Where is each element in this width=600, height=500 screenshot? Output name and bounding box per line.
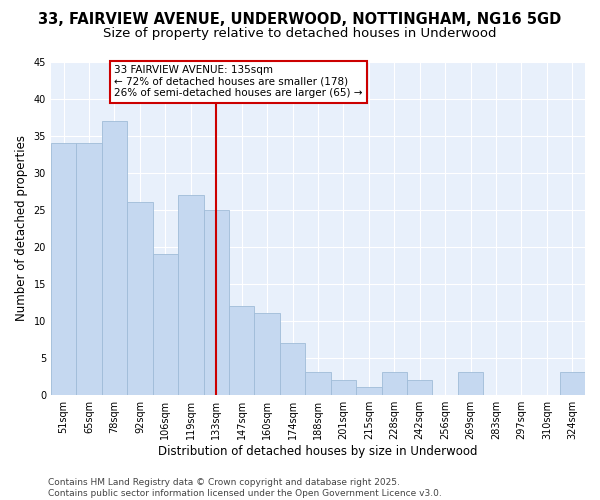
X-axis label: Distribution of detached houses by size in Underwood: Distribution of detached houses by size …: [158, 444, 478, 458]
Bar: [254, 314, 280, 394]
Bar: [102, 120, 127, 394]
Bar: [560, 372, 585, 394]
Bar: [458, 372, 483, 394]
Bar: [382, 372, 407, 394]
Bar: [407, 380, 433, 394]
Bar: [127, 202, 152, 394]
Text: 33, FAIRVIEW AVENUE, UNDERWOOD, NOTTINGHAM, NG16 5GD: 33, FAIRVIEW AVENUE, UNDERWOOD, NOTTINGH…: [38, 12, 562, 28]
Bar: [51, 143, 76, 395]
Bar: [76, 143, 102, 395]
Bar: [331, 380, 356, 394]
Text: 33 FAIRVIEW AVENUE: 135sqm
← 72% of detached houses are smaller (178)
26% of sem: 33 FAIRVIEW AVENUE: 135sqm ← 72% of deta…: [115, 65, 363, 98]
Bar: [356, 388, 382, 394]
Bar: [203, 210, 229, 394]
Text: Contains HM Land Registry data © Crown copyright and database right 2025.
Contai: Contains HM Land Registry data © Crown c…: [48, 478, 442, 498]
Text: Size of property relative to detached houses in Underwood: Size of property relative to detached ho…: [103, 28, 497, 40]
Bar: [178, 195, 203, 394]
Bar: [229, 306, 254, 394]
Bar: [305, 372, 331, 394]
Bar: [280, 343, 305, 394]
Y-axis label: Number of detached properties: Number of detached properties: [15, 135, 28, 321]
Bar: [152, 254, 178, 394]
